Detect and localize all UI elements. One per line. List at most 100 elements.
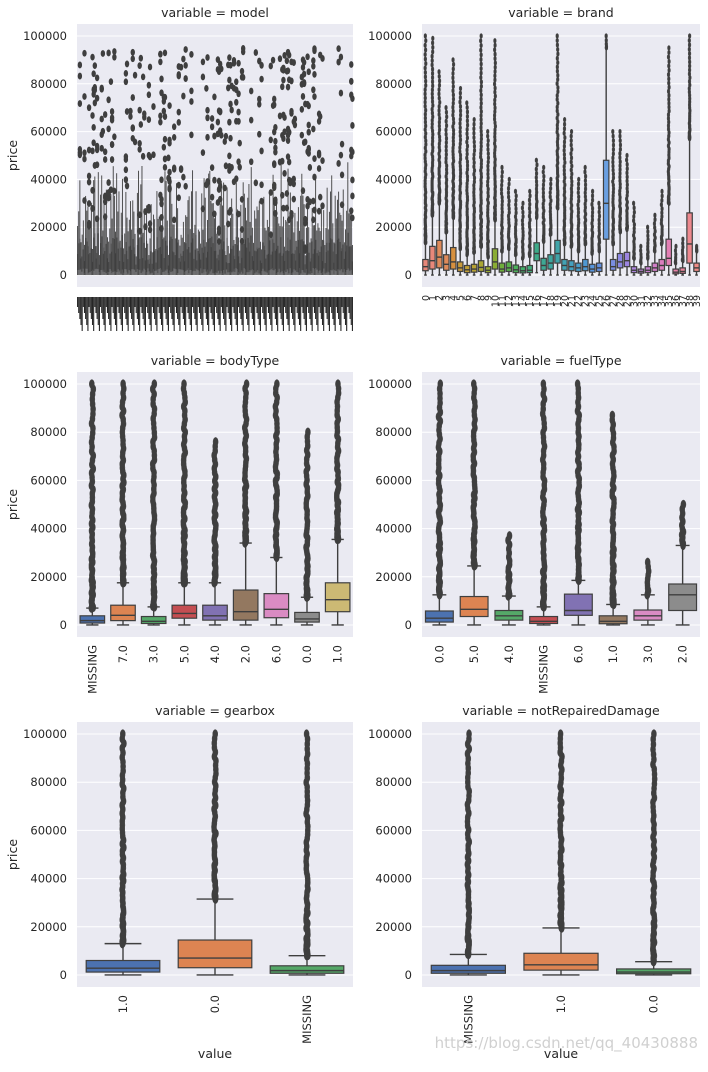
y-tick-label: 40000 — [30, 872, 67, 886]
box-7 — [470, 117, 478, 276]
model-box — [215, 250, 217, 273]
box-1.0 — [85, 729, 161, 976]
outlier-point — [513, 188, 518, 194]
outlier-point — [124, 108, 130, 115]
outlier-point — [507, 176, 511, 183]
model-box — [113, 238, 115, 272]
outlier-point — [557, 729, 564, 739]
outlier-point — [167, 102, 172, 110]
panel-title: variable = bodyType — [151, 353, 280, 368]
model-box — [311, 241, 313, 274]
outlier-point — [272, 161, 277, 169]
outlier-point — [100, 127, 106, 135]
box-32 — [644, 224, 652, 276]
x-tick-label: 15 — [525, 295, 536, 307]
outlier-point — [108, 78, 114, 86]
box-11 — [498, 164, 506, 276]
outlier-point — [291, 195, 296, 203]
outlier-point — [249, 116, 254, 124]
outlier-point — [288, 177, 293, 185]
x-tick-label: 6.0 — [571, 645, 585, 663]
outlier-point — [479, 61, 483, 67]
outlier-point — [555, 33, 559, 39]
x-tick-label: 28 — [615, 295, 626, 307]
outlier-point — [140, 73, 146, 81]
model-box — [142, 258, 144, 272]
outlier-point — [99, 115, 104, 123]
outlier-point — [479, 70, 483, 76]
model-box — [165, 240, 167, 271]
outlier-point — [472, 139, 476, 145]
outlier-point — [86, 178, 92, 186]
outlier-point — [234, 78, 239, 86]
outlier-point — [431, 66, 435, 72]
outlier-point — [178, 165, 184, 173]
model-box — [88, 254, 90, 273]
model-box — [271, 251, 273, 269]
model-box — [334, 243, 336, 271]
model-box — [147, 259, 149, 269]
model-box — [230, 248, 232, 272]
outlier-point — [219, 131, 224, 139]
outlier-point — [479, 92, 483, 98]
model-box — [146, 240, 148, 273]
outlier-point — [486, 133, 490, 139]
box-6 — [463, 100, 471, 276]
outlier-point — [311, 62, 316, 70]
outlier-point — [569, 138, 573, 144]
outlier-point — [303, 729, 310, 739]
outlier-point — [91, 139, 96, 147]
outlier-point — [659, 202, 663, 208]
outlier-point — [479, 56, 483, 63]
outlier-point — [273, 124, 278, 131]
model-box — [303, 241, 305, 273]
outlier-point — [618, 150, 622, 157]
outlier-point — [226, 220, 231, 228]
model-box — [258, 247, 260, 274]
box-5.0 — [459, 379, 489, 626]
y-tick-label: 100000 — [368, 29, 412, 43]
outlier-point — [183, 182, 188, 190]
model-box — [172, 251, 174, 272]
outlier-point — [591, 188, 595, 194]
model-box — [135, 264, 137, 272]
outlier-point — [320, 55, 325, 62]
outlier-point — [94, 94, 100, 102]
outlier-point — [555, 37, 559, 44]
outlier-point — [458, 85, 463, 92]
outlier-point — [130, 55, 135, 63]
outlier-point — [181, 173, 186, 181]
outlier-point — [430, 53, 434, 59]
box-6.0 — [263, 379, 290, 626]
outlier-point — [562, 139, 567, 145]
outlier-point — [312, 70, 317, 78]
model-box — [340, 251, 342, 269]
iqr-box — [554, 239, 561, 264]
outlier-point — [94, 74, 100, 82]
model-box — [119, 260, 121, 271]
outlier-point — [140, 152, 146, 160]
outlier-point — [424, 82, 428, 89]
box-10 — [491, 38, 499, 276]
model-box — [290, 253, 292, 274]
x-tick-label: 11 — [497, 295, 508, 307]
outlier-point — [311, 125, 316, 133]
model-box — [350, 246, 352, 270]
iqr-box — [505, 261, 513, 273]
model-box — [98, 264, 100, 273]
outlier-point — [527, 197, 532, 203]
model-box — [126, 250, 128, 272]
iqr-box — [602, 159, 610, 240]
model-box — [312, 253, 314, 268]
outlier-point — [312, 45, 317, 53]
outlier-point — [219, 65, 224, 73]
box-17 — [540, 164, 547, 276]
outlier-point — [604, 37, 608, 43]
outlier-point — [563, 117, 567, 123]
box-27 — [609, 128, 617, 276]
model-box — [347, 232, 349, 269]
model-box — [87, 246, 89, 274]
outlier-point — [423, 69, 427, 76]
outlier-point — [556, 51, 560, 57]
model-box — [177, 242, 179, 273]
